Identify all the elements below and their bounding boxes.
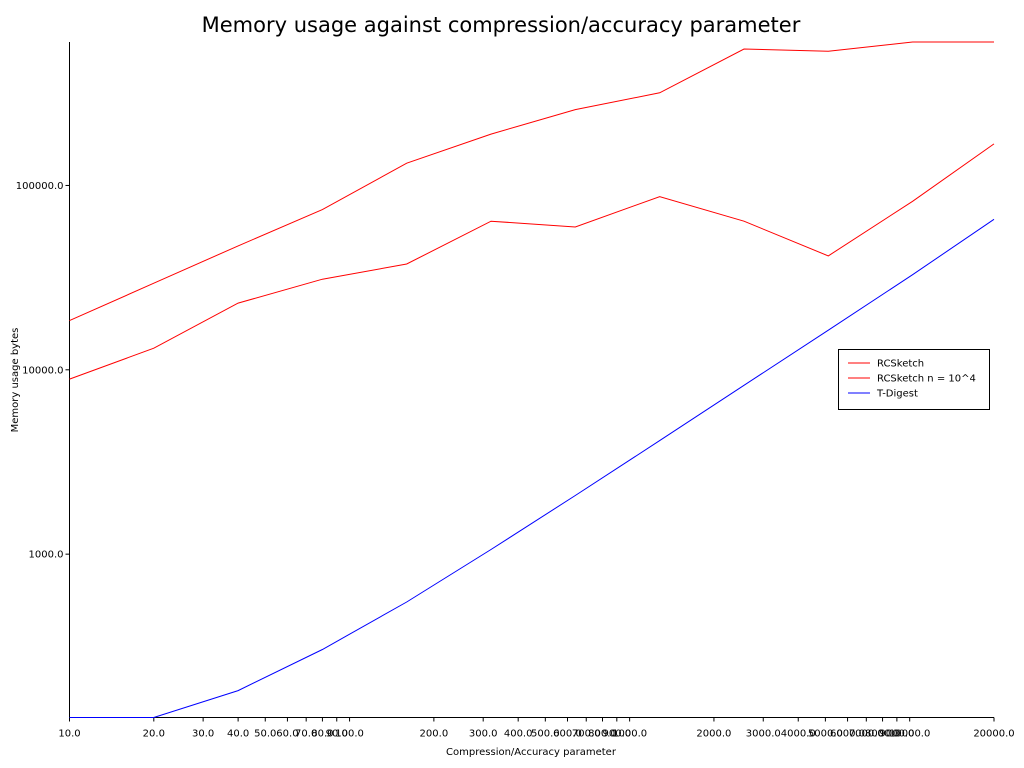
legend-label: RCSketch n = 10^4 [877, 374, 976, 385]
x-tick-label: 400.0 [504, 729, 533, 740]
x-tick-label: 300.0 [469, 729, 498, 740]
x-tick-label: 200.0 [420, 729, 449, 740]
x-tick-label: 2000.0 [696, 729, 731, 740]
x-tick-label: 6000.0 [830, 729, 865, 740]
x-tick-label: 50.0 [254, 729, 276, 740]
x-tick-label: 800.0 [588, 729, 617, 740]
legend-box [838, 349, 990, 410]
x-tick-label: 8000.0 [865, 729, 900, 740]
x-tick-label: 1000.0 [612, 729, 647, 740]
legend: RCSketch RCSketch n = 10^4 T-Digest [838, 349, 990, 410]
x-tick-label: 9000.0 [879, 729, 914, 740]
y-tick-label: 10000.0 [22, 365, 63, 376]
x-tick-label: 70.0 [295, 729, 317, 740]
chart-title: Memory usage against compression/accurac… [202, 13, 801, 37]
x-tick-label: 40.0 [227, 729, 249, 740]
x-axis-label: Compression/Accuracy parameter [446, 747, 617, 758]
series-lines [69, 41, 995, 718]
x-ticks: 10.0 20.0 30.0 40.0 50.0 60.070.080.090.0100.… [58, 717, 1015, 740]
x-tick-label: 90.0 [326, 729, 348, 740]
y-ticks: 1000.0 10000.0 100000.0 [16, 181, 70, 561]
series-line-1 [69, 143, 995, 380]
x-tick-label: 100.0 [335, 729, 364, 740]
x-tick-label: 60.0 [276, 729, 298, 740]
series-line-0 [69, 41, 994, 322]
y-tick-label: 1000.0 [29, 550, 64, 561]
series-line-2 [69, 218, 995, 718]
x-tick-label: 3000.0 [746, 729, 781, 740]
x-tick-label: 500.0 [531, 729, 560, 740]
x-tick-label: 80.0 [311, 729, 333, 740]
x-tick-label: 20000.0 [973, 729, 1014, 740]
x-tick-label: 10000.0 [889, 729, 930, 740]
x-tick-label: 5000.0 [808, 729, 843, 740]
x-tick-label: 7000.0 [849, 729, 884, 740]
y-axis-label: Memory usage bytes [10, 328, 21, 433]
x-tick-label: 900.0 [602, 729, 631, 740]
x-tick-label: 10.0 [58, 729, 80, 740]
legend-label: RCSketch [877, 359, 924, 370]
x-tick-label: 600.0 [553, 729, 582, 740]
legend-label: T-Digest [876, 389, 918, 400]
x-tick-label: 20.0 [143, 729, 165, 740]
axes [69, 42, 994, 718]
x-tick-label: 4000.0 [781, 729, 816, 740]
x-tick-label: 700.0 [572, 729, 601, 740]
y-tick-label: 100000.0 [16, 181, 64, 192]
x-tick-label: 30.0 [192, 729, 214, 740]
